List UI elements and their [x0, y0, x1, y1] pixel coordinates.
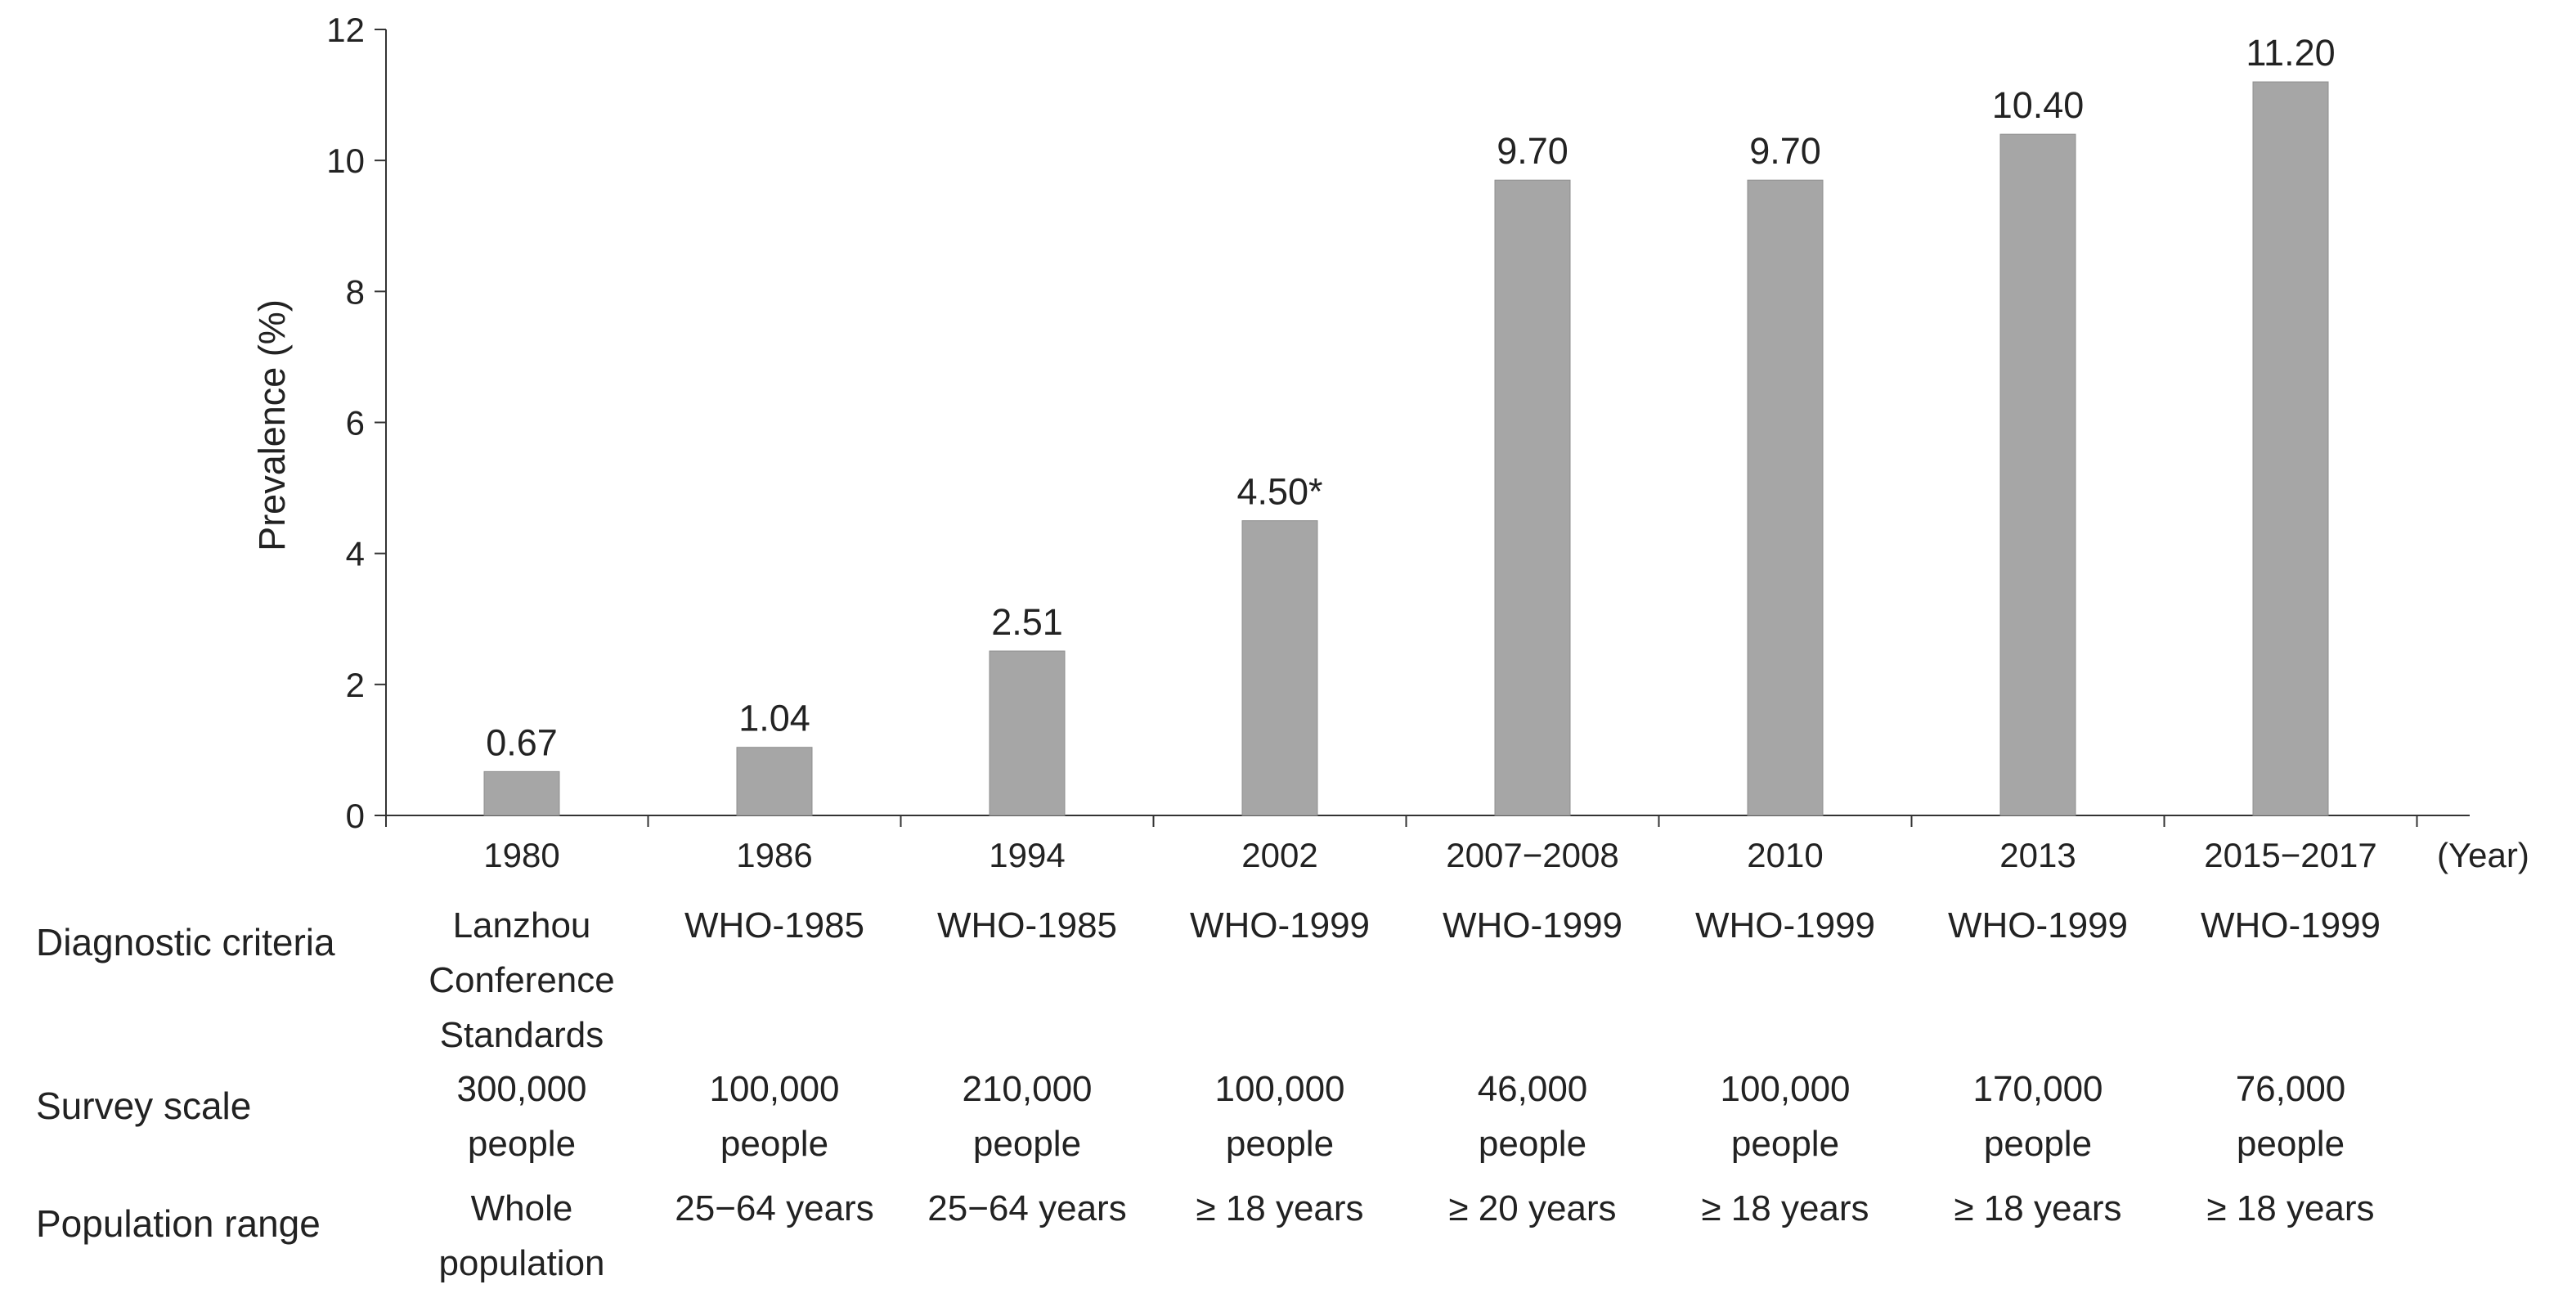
- bar-value-label: 2.51: [991, 601, 1063, 643]
- x-axis: [385, 815, 2470, 827]
- y-axis: 0 2 4 6 8 10 12: [326, 11, 387, 835]
- bar-2002: [1241, 520, 1318, 816]
- table-cell-text: 25−64 years: [675, 1188, 873, 1228]
- table-cell-text: WHO-1985: [684, 905, 864, 945]
- x-axis-unit-label: (Year): [2437, 836, 2529, 874]
- table-cell-text: WHO-1999: [1695, 905, 1875, 945]
- table-cell-text: 46,000: [1478, 1069, 1588, 1109]
- table-cell-text: Conference: [429, 960, 614, 1000]
- table-cell-text: ≥ 18 years: [1701, 1188, 1869, 1228]
- x-tick-label: 1980: [483, 836, 559, 874]
- table-cell-text: 210,000: [962, 1069, 1092, 1109]
- y-tick-label: 6: [346, 404, 365, 442]
- table-row-label: Diagnostic criteria: [36, 921, 335, 963]
- y-tick-label: 2: [346, 666, 365, 704]
- bar-2013: [1999, 133, 2076, 816]
- table-cell-text: ≥ 20 years: [1448, 1188, 1616, 1228]
- bar-2007−2008: [1494, 179, 1571, 816]
- table-cell-text: people: [973, 1124, 1081, 1164]
- bar-2015−2017: [2252, 81, 2329, 816]
- table-cell-text: WHO-1985: [937, 905, 1117, 945]
- table-cell-text: people: [2237, 1124, 2345, 1164]
- x-tick-label: 1994: [989, 836, 1065, 874]
- table-cell-text: 100,000: [709, 1069, 839, 1109]
- table-cell-text: Whole: [471, 1188, 573, 1228]
- table-cell-text: ≥ 18 years: [2206, 1188, 2374, 1228]
- table-cell-text: WHO-1999: [1948, 905, 2128, 945]
- table-cell-text: 25−64 years: [927, 1188, 1126, 1228]
- bar-value-label: 11.20: [2246, 32, 2335, 74]
- bar-value-label: 9.70: [1749, 130, 1821, 172]
- table-cell-text: WHO-1999: [1443, 905, 1622, 945]
- table-cell-text: 300,000: [456, 1069, 586, 1109]
- y-tick-label: 10: [326, 141, 365, 180]
- table-cell-text: ≥ 18 years: [1954, 1188, 2121, 1228]
- bar-value-label: 9.70: [1497, 130, 1568, 172]
- bar-value-label: 4.50*: [1236, 471, 1322, 513]
- x-tick-label: 2002: [1241, 836, 1317, 874]
- table-row-label: Population range: [36, 1202, 321, 1245]
- bar-value-label: 1.04: [738, 698, 810, 739]
- y-tick-label: 8: [346, 272, 365, 311]
- table-cell-text: population: [438, 1243, 604, 1283]
- bar-value-label: 0.67: [486, 721, 558, 763]
- table-cell-text: Standards: [440, 1015, 604, 1055]
- table-cell-text: 100,000: [1720, 1069, 1850, 1109]
- table-cell-text: people: [1731, 1124, 1839, 1164]
- y-tick-label: 4: [346, 535, 365, 573]
- table-cell-text: 170,000: [1972, 1069, 2103, 1109]
- bars: [483, 81, 2329, 816]
- x-tick-label: 2010: [1747, 836, 1823, 874]
- table-cell-text: WHO-1999: [2201, 905, 2381, 945]
- bar-1980: [483, 770, 560, 816]
- table-cell-text: WHO-1999: [1190, 905, 1370, 945]
- x-tick-label: 2007−2008: [1446, 836, 1618, 874]
- bar-1994: [989, 650, 1066, 816]
- data-labels: 0.67 1.04 2.51 4.50* 9.70 9.70 10.40 11.20: [486, 32, 2335, 763]
- bar-1986: [736, 747, 813, 816]
- table-cell-text: people: [720, 1124, 828, 1164]
- x-tick-label: 1986: [736, 836, 812, 874]
- table-cell-text: ≥ 18 years: [1196, 1188, 1363, 1228]
- bar-2010: [1747, 179, 1824, 816]
- table-cell-text: 100,000: [1214, 1069, 1344, 1109]
- x-tick-label: 2015−2017: [2204, 836, 2376, 874]
- table-cell-text: Lanzhou: [453, 905, 591, 945]
- table-row-label: Survey scale: [36, 1085, 251, 1127]
- y-axis-title: Prevalence (%): [251, 299, 293, 551]
- x-tick-label: 2013: [1999, 836, 2076, 874]
- table-cell-text: people: [468, 1124, 576, 1164]
- info-table: Diagnostic criteria Lanzhou Conference Stan…: [36, 905, 2381, 1283]
- table-cell-text: people: [1479, 1124, 1586, 1164]
- bar-value-label: 10.40: [1992, 84, 2085, 126]
- table-cell-text: people: [1984, 1124, 2092, 1164]
- table-cell-text: 76,000: [2236, 1069, 2346, 1109]
- y-tick-label: 0: [346, 797, 365, 835]
- y-tick-label: 12: [326, 11, 365, 49]
- x-tick-labels: 1980 1986 1994 2002 2007−2008 2010 2013 2015−20…: [483, 836, 2376, 874]
- table-cell-text: people: [1226, 1124, 1334, 1164]
